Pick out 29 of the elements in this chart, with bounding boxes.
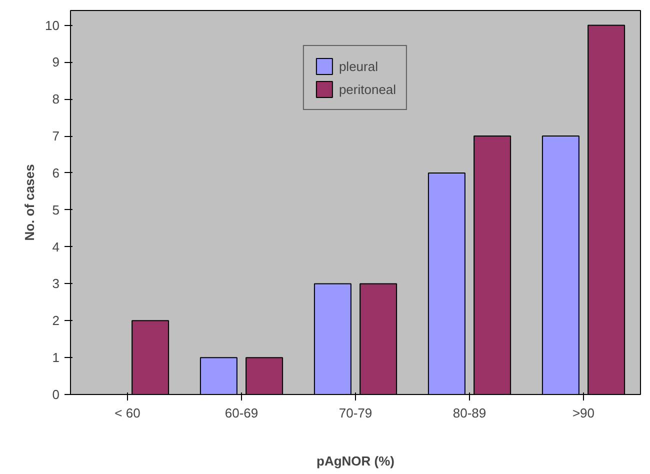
bar [542,136,580,394]
y-tick-label: 10 [45,18,60,33]
y-tick-label: 2 [52,313,60,328]
x-tick-label: >90 [572,406,595,420]
bar [132,320,170,394]
bar [314,283,352,394]
y-axis-title: No. of cases [22,164,38,241]
y-tick-label: 6 [52,165,60,180]
legend-label: pleural [338,58,378,74]
legend-label: peritoneal [338,82,396,96]
y-tick-label: 5 [52,202,60,218]
bar [474,136,512,394]
bar [428,172,466,394]
bar [588,24,626,394]
y-tick-label: 3 [52,276,60,292]
y-tick-label: 1 [52,350,60,366]
x-tick-label: 60-69 [224,406,258,420]
y-tick-label: 9 [52,54,60,70]
x-tick-label: 70-79 [338,406,372,420]
bar [360,283,398,394]
y-tick-label: 7 [52,128,60,144]
bar [200,357,238,394]
y-tick-label: 8 [52,92,60,107]
x-axis-title: pAgNOR (%) [316,454,395,468]
x-tick-label: 80-89 [452,406,486,420]
y-tick-label: 4 [52,239,60,254]
bar [246,357,284,394]
x-tick-label: < 60 [114,406,140,420]
y-tick-label: 0 [52,387,60,402]
